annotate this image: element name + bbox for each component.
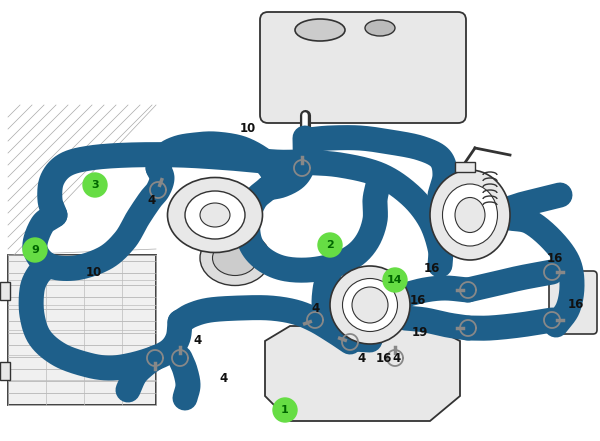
Text: 4: 4 bbox=[312, 302, 320, 314]
Text: 4: 4 bbox=[194, 333, 202, 347]
Text: 4: 4 bbox=[220, 371, 228, 385]
Ellipse shape bbox=[212, 240, 257, 276]
Bar bbox=[0, 362, 10, 380]
Bar bbox=[0, 282, 10, 300]
Text: 4: 4 bbox=[393, 351, 401, 365]
Polygon shape bbox=[265, 326, 460, 421]
Circle shape bbox=[352, 287, 388, 323]
Circle shape bbox=[383, 268, 407, 292]
Ellipse shape bbox=[365, 20, 395, 36]
Ellipse shape bbox=[295, 19, 345, 41]
Ellipse shape bbox=[443, 184, 497, 246]
Circle shape bbox=[318, 233, 342, 257]
Text: 16: 16 bbox=[547, 251, 563, 265]
Ellipse shape bbox=[167, 177, 263, 253]
Text: 4: 4 bbox=[148, 194, 156, 206]
Text: 4: 4 bbox=[358, 351, 366, 365]
Text: 16: 16 bbox=[424, 262, 440, 274]
Ellipse shape bbox=[200, 203, 230, 227]
Text: 2: 2 bbox=[326, 240, 334, 250]
Circle shape bbox=[23, 238, 47, 262]
Text: 10: 10 bbox=[240, 122, 256, 135]
Ellipse shape bbox=[455, 198, 485, 232]
Ellipse shape bbox=[330, 266, 410, 344]
FancyBboxPatch shape bbox=[260, 12, 466, 123]
FancyBboxPatch shape bbox=[549, 271, 597, 334]
Ellipse shape bbox=[343, 279, 398, 332]
Ellipse shape bbox=[185, 191, 245, 239]
Text: 1: 1 bbox=[281, 405, 289, 415]
Bar bbox=[455, 162, 475, 172]
Text: 16: 16 bbox=[410, 294, 426, 306]
Text: 16: 16 bbox=[376, 351, 392, 365]
Text: 10: 10 bbox=[86, 265, 102, 279]
FancyBboxPatch shape bbox=[8, 255, 156, 405]
Circle shape bbox=[83, 173, 107, 197]
Ellipse shape bbox=[430, 170, 510, 260]
Ellipse shape bbox=[200, 231, 270, 285]
Text: 16: 16 bbox=[568, 299, 584, 311]
Text: 9: 9 bbox=[31, 245, 39, 255]
Text: 14: 14 bbox=[387, 275, 403, 285]
Circle shape bbox=[273, 398, 297, 422]
Text: 3: 3 bbox=[91, 180, 99, 190]
Text: 19: 19 bbox=[412, 326, 428, 340]
